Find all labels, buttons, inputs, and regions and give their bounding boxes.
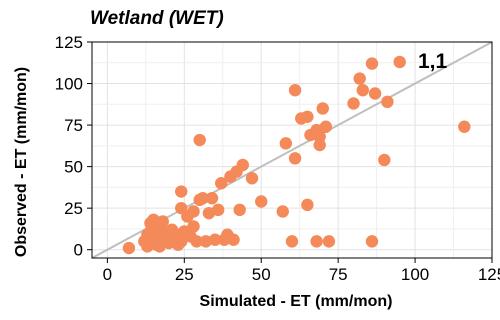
y-axis-ticks: 0 25 50 75 100 125 — [55, 33, 92, 260]
data-point — [378, 153, 391, 167]
y-tick-label: 25 — [64, 199, 83, 218]
data-point — [255, 195, 268, 208]
x-axis-label: Simulated - ET (mm/mon) — [200, 293, 393, 310]
data-point — [233, 203, 246, 217]
data-point — [236, 158, 249, 172]
x-tick-label: 100 — [401, 265, 429, 284]
data-point — [393, 55, 406, 69]
data-point — [288, 152, 302, 165]
data-point — [190, 235, 203, 248]
data-point — [245, 172, 259, 185]
data-point — [356, 83, 369, 97]
y-tick-label: 75 — [64, 116, 83, 135]
data-point — [368, 87, 382, 100]
data-point — [458, 120, 471, 133]
x-tick-label: 25 — [175, 265, 194, 284]
data-point — [322, 235, 336, 248]
y-tick-label: 125 — [55, 33, 83, 52]
y-tick-label: 50 — [64, 158, 83, 177]
x-tick-label: 75 — [329, 265, 348, 284]
data-point — [227, 233, 240, 246]
data-point — [347, 97, 360, 110]
plot-frame — [91, 41, 493, 259]
data-point — [193, 133, 206, 147]
data-point — [365, 57, 379, 70]
x-tick-label: 0 — [103, 265, 112, 284]
data-point — [353, 72, 366, 85]
data-point — [365, 235, 379, 248]
data-point — [211, 203, 225, 217]
data-point — [187, 205, 200, 218]
data-point — [313, 130, 326, 143]
reference-line-label: 1,1 — [418, 50, 448, 73]
data-point — [276, 205, 289, 218]
y-tick-label: 100 — [55, 75, 83, 94]
data-point — [187, 220, 200, 233]
x-tick-label: 50 — [252, 265, 271, 284]
data-point — [288, 83, 302, 97]
data-point — [208, 233, 222, 246]
x-tick-label: 125 — [478, 265, 500, 284]
data-point — [156, 215, 169, 228]
y-tick-label: 0 — [74, 241, 83, 260]
data-point — [279, 137, 293, 150]
y-axis-label: Observed - ET (mm/mon) — [13, 67, 30, 257]
data-point — [205, 191, 219, 205]
data-point — [301, 198, 314, 212]
data-point — [301, 110, 314, 123]
data-point — [175, 235, 188, 248]
data-point — [215, 177, 228, 190]
data-point — [122, 241, 136, 255]
data-point — [196, 191, 209, 205]
data-point — [285, 235, 299, 248]
data-point — [310, 235, 323, 248]
data-point — [199, 235, 213, 248]
data-point — [319, 120, 333, 133]
chart-title: Wetland (WET) — [90, 8, 224, 29]
x-axis-ticks: 0 25 50 75 100 125 — [103, 258, 500, 284]
data-points — [122, 55, 471, 255]
data-point — [316, 102, 329, 115]
data-point — [381, 95, 394, 109]
data-point — [175, 185, 188, 198]
